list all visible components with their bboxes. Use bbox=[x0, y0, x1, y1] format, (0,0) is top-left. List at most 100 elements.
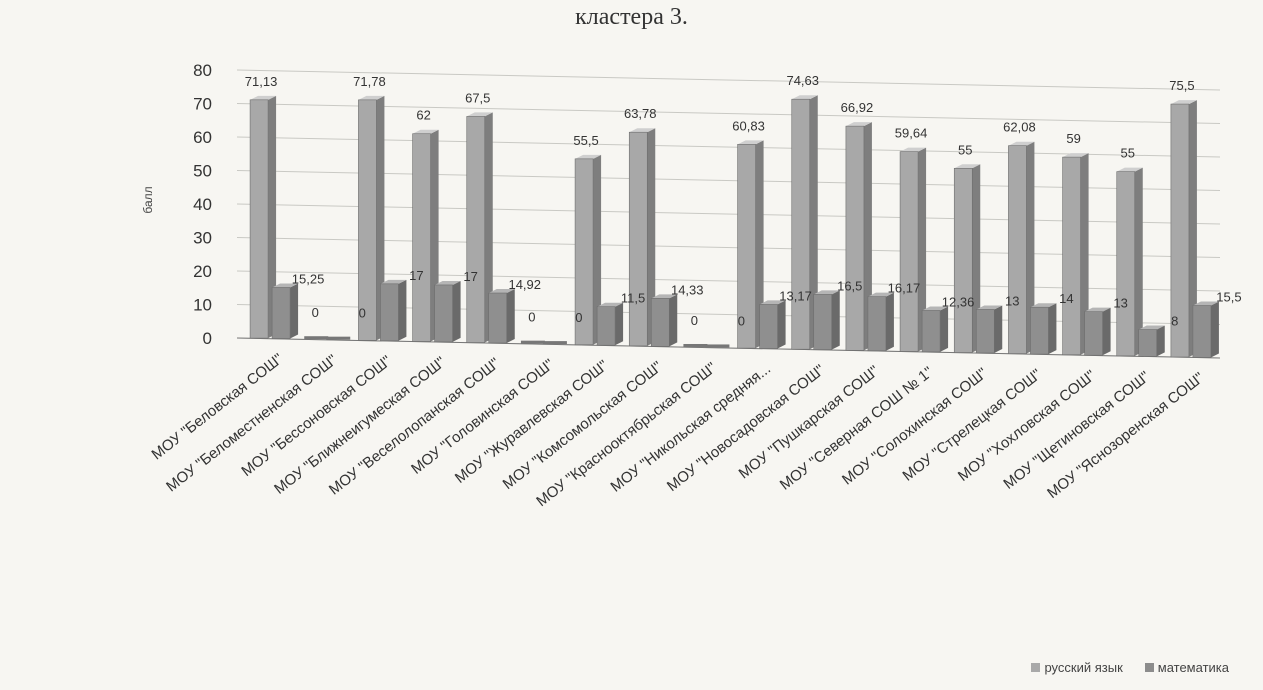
bar-top bbox=[380, 279, 407, 284]
bar-math bbox=[1030, 306, 1049, 355]
bar-side bbox=[994, 305, 1003, 353]
bar-side bbox=[863, 122, 872, 351]
y-tick-label: 80 bbox=[193, 61, 212, 80]
bar-math bbox=[650, 298, 670, 347]
bar-side bbox=[593, 154, 602, 345]
bar-top bbox=[1138, 325, 1165, 330]
bar-russian bbox=[520, 340, 545, 344]
bar-math bbox=[271, 287, 291, 339]
bar-top bbox=[651, 294, 678, 299]
data-label-math: 15,5 bbox=[1216, 290, 1241, 305]
bar-russian bbox=[1116, 171, 1136, 357]
data-label-russian: 59 bbox=[1066, 131, 1080, 146]
bar-russian bbox=[249, 99, 269, 339]
bar-russian bbox=[1062, 156, 1081, 356]
data-label-russian: 71,78 bbox=[353, 74, 386, 89]
y-tick-label: 10 bbox=[193, 296, 212, 315]
bar-side bbox=[1102, 307, 1111, 356]
gridline bbox=[236, 69, 1221, 91]
bar-side bbox=[1026, 141, 1035, 354]
bar-russian bbox=[358, 99, 377, 341]
gridline bbox=[236, 203, 1221, 225]
data-label-math: 17 bbox=[463, 269, 477, 284]
bar-side bbox=[1188, 100, 1197, 357]
bar-math bbox=[380, 283, 399, 342]
bar-top bbox=[759, 300, 786, 305]
bar-side bbox=[831, 290, 840, 350]
bar-side bbox=[268, 95, 277, 339]
data-label-math: 17 bbox=[409, 268, 423, 283]
bar-top bbox=[1192, 301, 1219, 306]
bar-side bbox=[452, 280, 461, 342]
bar-top bbox=[1116, 167, 1143, 172]
data-label-russian: 62,08 bbox=[1003, 120, 1036, 135]
bar-top bbox=[1062, 153, 1089, 158]
bar-side bbox=[1210, 301, 1219, 358]
data-label-math: 0 bbox=[738, 313, 745, 328]
y-tick-label: 0 bbox=[203, 329, 212, 348]
data-labels: 71,13 15,25 0 0 71,78 17 62 17 67,5 14,92 0 0 55,5 11… bbox=[245, 73, 1242, 328]
x-axis-categories: МОУ "Беловская СОШ"МОУ "Беломестненская … bbox=[149, 350, 1208, 510]
bar-side bbox=[484, 112, 493, 343]
gridline bbox=[236, 170, 1221, 191]
data-label-russian: 55,5 bbox=[573, 133, 598, 148]
bar-side bbox=[398, 279, 407, 341]
bar-math bbox=[1084, 311, 1103, 356]
bar-top bbox=[597, 302, 624, 307]
bar-side bbox=[755, 140, 764, 349]
bar-top bbox=[250, 95, 277, 100]
data-label-russian: 55 bbox=[958, 142, 972, 157]
data-label-math: 11,5 bbox=[621, 291, 645, 306]
bar-top bbox=[1030, 303, 1057, 308]
data-label-math: 13,17 bbox=[779, 288, 812, 303]
y-tick-label: 70 bbox=[193, 95, 212, 114]
gridline bbox=[236, 136, 1221, 158]
data-label-math: 16,17 bbox=[888, 281, 921, 296]
bar-side bbox=[669, 294, 678, 347]
data-label-russian: 0 bbox=[528, 310, 535, 325]
bar-math bbox=[975, 309, 995, 354]
data-label-math: 8 bbox=[1171, 314, 1178, 329]
bar-top bbox=[466, 112, 493, 117]
bar-top bbox=[737, 140, 764, 145]
bar-russian bbox=[737, 144, 756, 349]
data-label-russian: 63,78 bbox=[624, 106, 657, 121]
bar-side bbox=[918, 147, 927, 352]
legend-label-math: математика bbox=[1157, 660, 1229, 675]
bar-top bbox=[434, 280, 461, 285]
bar-side bbox=[647, 128, 656, 346]
bar-top bbox=[488, 289, 515, 294]
data-label-math: 15,25 bbox=[292, 271, 325, 286]
gridline bbox=[236, 103, 1221, 124]
data-label-math: 13 bbox=[1113, 296, 1127, 311]
y-tick-label: 30 bbox=[193, 229, 212, 248]
data-label-russian: 75,5 bbox=[1169, 78, 1194, 93]
bar-top bbox=[867, 292, 894, 297]
data-label-math: 14,92 bbox=[508, 277, 541, 292]
data-label-math: 12,36 bbox=[942, 294, 975, 309]
bar-side bbox=[1134, 167, 1143, 356]
bar-side bbox=[972, 164, 981, 353]
bar-russian bbox=[1170, 103, 1190, 358]
bar-top bbox=[1008, 141, 1035, 146]
data-label-math: 0 bbox=[575, 310, 582, 325]
bar-math bbox=[488, 292, 508, 344]
bar-math bbox=[867, 296, 887, 352]
y-axis-label: балл bbox=[141, 186, 155, 213]
bar-math bbox=[759, 304, 778, 349]
bar-math bbox=[813, 294, 833, 350]
bar-side bbox=[290, 283, 299, 339]
y-tick-label: 20 bbox=[193, 262, 212, 281]
gridline bbox=[236, 237, 1221, 258]
chart-title: кластера 3. bbox=[575, 4, 688, 30]
bar-side bbox=[1080, 153, 1089, 355]
bars bbox=[249, 95, 1219, 358]
bar-side bbox=[615, 302, 624, 346]
legend-item-russian: русский язык bbox=[1031, 660, 1123, 675]
bar-russian bbox=[683, 343, 708, 347]
bar-top bbox=[900, 147, 927, 152]
y-tick-label: 60 bbox=[193, 128, 212, 147]
bar-russian bbox=[899, 151, 919, 352]
bar-top bbox=[791, 95, 818, 100]
